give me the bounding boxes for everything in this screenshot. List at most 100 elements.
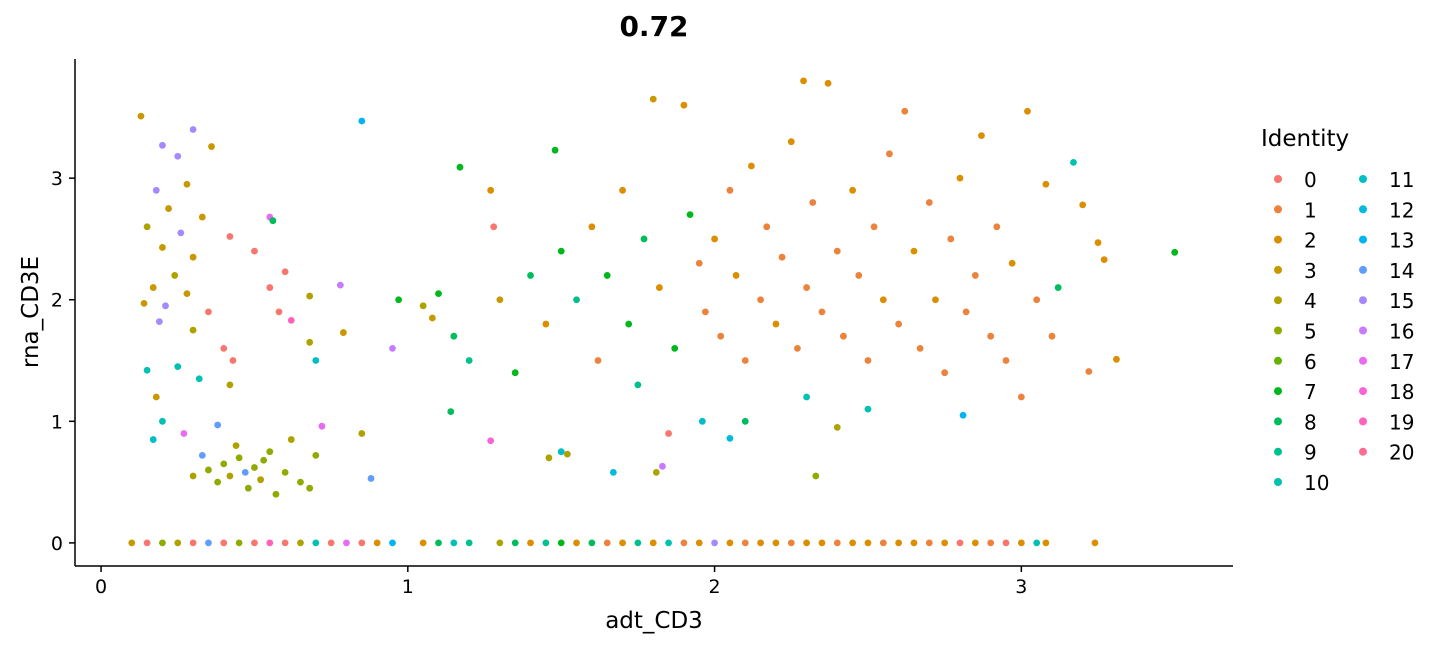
point-cluster-1 xyxy=(794,344,801,352)
point-cluster-1 xyxy=(925,199,933,206)
point-cluster-8 xyxy=(640,235,648,243)
point-cluster-2 xyxy=(1100,256,1108,264)
point-cluster-2 xyxy=(910,539,918,547)
point-cluster-10 xyxy=(864,405,872,413)
point-cluster-5 xyxy=(235,454,243,462)
point-cluster-2 xyxy=(787,138,795,146)
point-cluster-9 xyxy=(634,381,642,389)
point-cluster-9 xyxy=(573,296,580,304)
y-tick-label: 2 xyxy=(51,290,63,312)
point-cluster-3 xyxy=(428,314,436,322)
legend-label-0: 0 xyxy=(1304,168,1317,192)
point-cluster-10 xyxy=(195,375,203,383)
point-cluster-0 xyxy=(327,539,335,547)
point-cluster-10 xyxy=(312,539,320,547)
point-cluster-14 xyxy=(367,475,375,482)
point-cluster-8 xyxy=(527,272,534,279)
point-cluster-7 xyxy=(686,211,694,219)
point-cluster-0 xyxy=(229,357,237,364)
point-cluster-1 xyxy=(680,539,688,547)
point-cluster-2 xyxy=(1008,259,1016,267)
point-cluster-1 xyxy=(741,539,749,547)
point-cluster-10 xyxy=(174,363,182,371)
point-cluster-4 xyxy=(297,539,304,547)
point-cluster-2 xyxy=(772,539,780,547)
legend-label-1: 1 xyxy=(1304,198,1317,222)
point-cluster-1 xyxy=(901,107,909,115)
point-cluster-1 xyxy=(855,272,863,279)
point-cluster-2 xyxy=(757,539,764,547)
point-cluster-1 xyxy=(886,150,893,158)
point-cluster-1 xyxy=(818,308,826,316)
point-cluster-1 xyxy=(833,247,841,255)
point-cluster-4 xyxy=(306,338,314,346)
legend-key-18 xyxy=(1359,387,1367,396)
point-cluster-10 xyxy=(450,539,458,547)
point-cluster-8 xyxy=(588,539,596,547)
point-cluster-4 xyxy=(358,430,366,437)
point-cluster-1 xyxy=(695,259,703,267)
point-cluster-2 xyxy=(695,539,703,547)
point-cluster-3 xyxy=(189,253,197,261)
legend-label-11: 11 xyxy=(1389,168,1414,192)
legend-label-5: 5 xyxy=(1304,320,1317,344)
legend-key-5 xyxy=(1274,326,1282,335)
point-cluster-4 xyxy=(226,472,234,480)
point-cluster-2 xyxy=(573,539,580,547)
legend-key-14 xyxy=(1359,265,1367,274)
point-cluster-0 xyxy=(358,539,366,547)
point-cluster-9 xyxy=(542,539,550,547)
legend-key-9 xyxy=(1274,447,1282,456)
point-cluster-5 xyxy=(281,468,289,476)
legend-key-0 xyxy=(1274,175,1282,183)
point-cluster-3 xyxy=(208,143,215,150)
point-cluster-14 xyxy=(214,421,222,429)
point-cluster-2 xyxy=(747,162,755,170)
point-cluster-2 xyxy=(824,79,832,87)
point-cluster-1 xyxy=(895,320,903,328)
point-cluster-2 xyxy=(800,77,807,85)
point-cluster-2 xyxy=(542,320,550,328)
point-cluster-4 xyxy=(171,272,179,279)
point-cluster-1 xyxy=(987,332,995,340)
point-cluster-0 xyxy=(281,539,289,547)
point-cluster-11 xyxy=(557,448,565,456)
legend-label-12: 12 xyxy=(1389,198,1414,222)
point-cluster-4 xyxy=(257,476,264,484)
point-cluster-2 xyxy=(1042,180,1050,188)
point-cluster-3 xyxy=(152,393,160,401)
point-cluster-0 xyxy=(266,284,274,291)
point-cluster-2 xyxy=(910,247,918,255)
point-cluster-1 xyxy=(763,223,771,231)
point-cluster-1 xyxy=(778,253,786,261)
point-cluster-2 xyxy=(956,174,964,182)
point-cluster-5 xyxy=(159,539,166,547)
legend-label-2: 2 xyxy=(1304,229,1317,253)
point-cluster-1 xyxy=(864,357,872,364)
point-cluster-10 xyxy=(1033,539,1041,547)
legend-key-4 xyxy=(1274,296,1282,305)
point-cluster-5 xyxy=(272,490,280,498)
point-cluster-5 xyxy=(297,478,304,486)
legend-title: Identity xyxy=(1261,126,1349,152)
point-cluster-1 xyxy=(757,296,764,304)
point-cluster-7 xyxy=(625,320,633,328)
point-cluster-10 xyxy=(159,417,166,425)
x-ticks: 0 1 2 3 xyxy=(95,566,1027,598)
point-cluster-4 xyxy=(545,454,553,462)
legend-label-15: 15 xyxy=(1389,289,1414,313)
point-cluster-3 xyxy=(159,244,166,251)
point-cluster-2 xyxy=(487,186,495,194)
point-cluster-0 xyxy=(189,539,197,547)
point-cluster-1 xyxy=(1017,393,1025,401)
point-cluster-5 xyxy=(220,460,228,468)
legend-key-15 xyxy=(1359,296,1367,305)
point-cluster-13 xyxy=(959,411,967,419)
legend-label-10: 10 xyxy=(1304,471,1329,495)
point-cluster-4 xyxy=(833,423,841,431)
points-layer xyxy=(128,77,1179,547)
point-cluster-3 xyxy=(183,290,191,298)
point-cluster-0 xyxy=(281,268,289,276)
point-cluster-0 xyxy=(226,233,234,240)
